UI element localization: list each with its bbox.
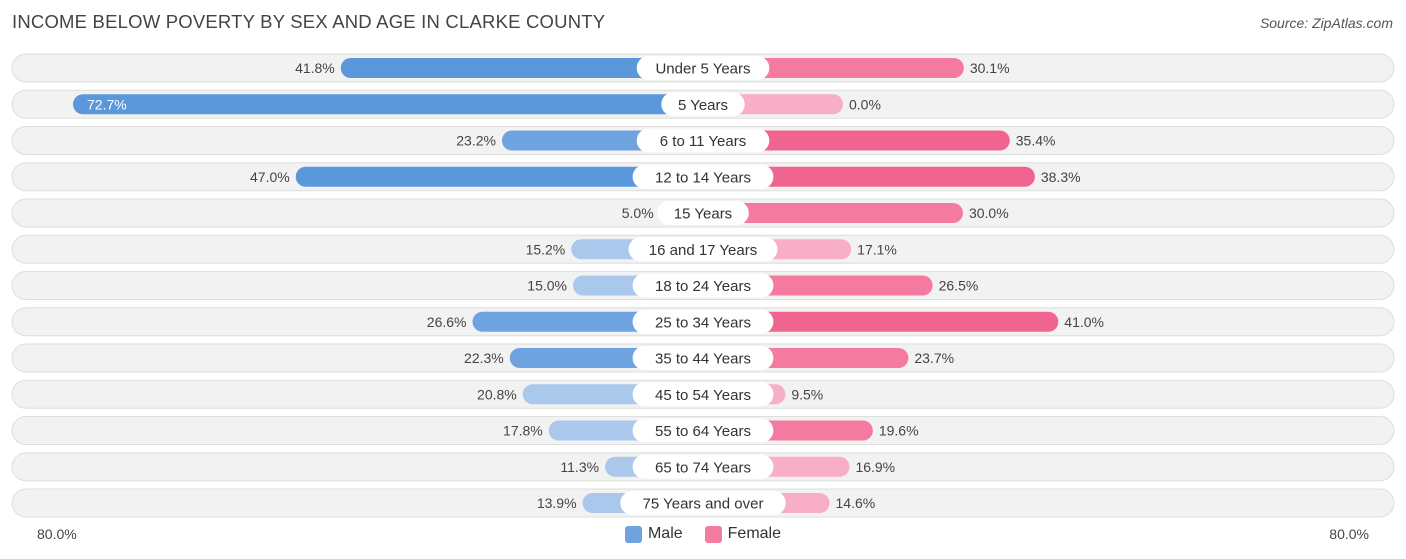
category-label: 75 Years and over [643,496,764,513]
legend-item-female[interactable]: Female [704,525,782,543]
male-value-label: 22.3% [464,350,504,366]
female-value-label: 30.1% [970,60,1010,76]
category-pill [636,56,770,80]
source-credit: Source: ZipAtlas.com [1259,15,1393,31]
category-pill [657,201,749,225]
category-pill [632,454,774,479]
female-value-label: 9.5% [791,386,823,402]
category-pill [632,164,774,189]
category-label: 5 Years [678,97,728,114]
male-value-label: 47.0% [250,169,290,185]
legend-swatch-male [624,525,642,543]
female-value-label: 17.1% [857,241,897,257]
male-bar [73,94,703,115]
male-value-label: 11.3% [560,459,599,475]
category-pill [632,273,774,298]
category-label: 45 to 54 Years [655,387,751,404]
category-label: 6 to 11 Years [660,133,746,150]
male-value-label: 23.2% [456,133,496,149]
female-value-label: 19.6% [879,423,919,439]
category-label: 35 to 44 Years [655,351,751,368]
category-label: 16 and 17 Years [649,242,757,259]
female-value-label: 35.4% [1016,133,1056,149]
category-pill [636,128,770,153]
category-pill [628,237,778,262]
legend-swatch-female [704,525,722,543]
category-label: 55 to 64 Years [655,423,751,440]
category-pill [632,309,774,334]
male-value-label: 20.8% [477,386,517,402]
axis-left-label: 80.0% [37,526,77,542]
legend-label-male: Male [647,525,683,542]
male-value-label: 17.8% [503,423,543,439]
male-value-label: 72.7% [87,96,127,112]
male-value-label: 13.9% [537,495,577,511]
category-pill [632,418,774,443]
female-bar [703,311,1059,332]
female-value-label: 0.0% [849,96,881,112]
male-value-label: 5.0% [622,205,654,221]
category-label: 18 to 24 Years [655,278,751,295]
female-value-label: 16.9% [855,459,895,475]
female-value-label: 14.6% [836,495,876,511]
female-bar [703,58,964,78]
male-value-label: 41.8% [295,60,335,76]
female-value-label: 26.5% [939,278,979,294]
female-value-label: 30.0% [969,205,1009,221]
legend-label-female: Female [727,525,782,542]
category-pill [632,346,774,370]
category-pill [632,382,774,407]
male-value-label: 26.6% [427,314,467,330]
female-bar [703,203,963,223]
category-label: Under 5 Years [655,61,750,78]
female-value-label: 23.7% [914,350,954,366]
category-label: 65 to 74 Years [655,459,751,476]
axis-right-label: 80.0% [1329,526,1369,542]
category-pill [661,92,745,117]
category-pill [620,491,786,515]
male-bar [295,166,703,187]
female-value-label: 38.3% [1041,169,1081,185]
female-bar [703,130,1010,151]
category-label: 25 to 34 Years [655,314,751,331]
male-value-label: 15.0% [527,278,567,294]
category-label: 12 to 14 Years [655,169,751,186]
legend: Male Female [0,525,1406,543]
legend-item-male[interactable]: Male [624,525,683,543]
category-label: 15 Years [674,206,732,223]
chart-title: INCOME BELOW POVERTY BY SEX AND AGE IN C… [12,11,606,32]
male-value-label: 15.2% [526,241,566,257]
female-value-label: 41.0% [1064,314,1104,330]
male-bar [340,58,703,78]
female-bar [703,166,1035,187]
